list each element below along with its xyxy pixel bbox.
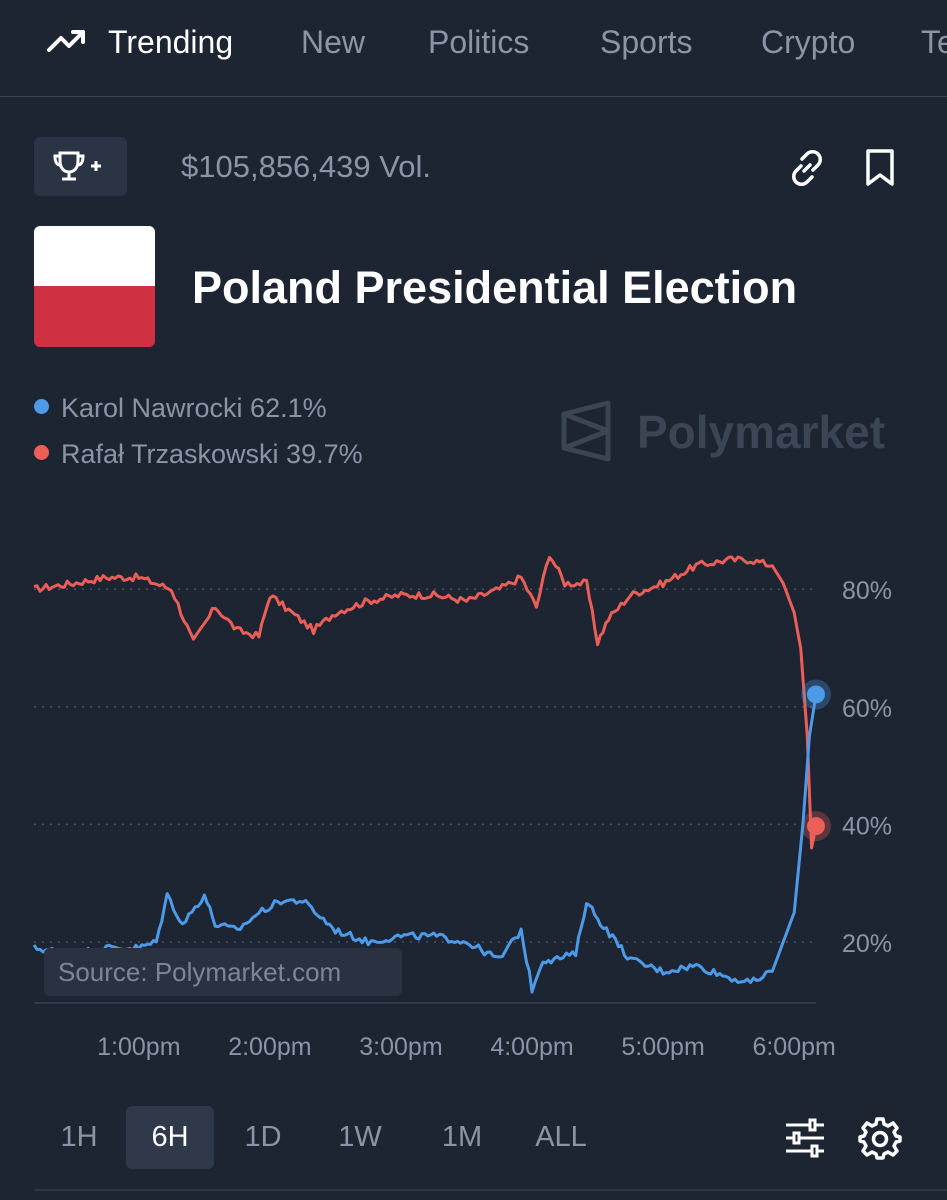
range-all-button[interactable]: ALL xyxy=(535,1121,587,1153)
range-1h-button[interactable]: 1H xyxy=(60,1121,98,1153)
y-tick-label: 80% xyxy=(842,577,892,605)
trophy-button[interactable] xyxy=(34,137,127,196)
legend-item-nawrocki: Karol Nawrocki 62.1% xyxy=(34,391,327,425)
y-tick-label: 60% xyxy=(842,695,892,723)
volume-text: $105,856,439 Vol. xyxy=(181,149,431,184)
range-1w-button[interactable]: 1W xyxy=(338,1121,382,1153)
x-tick-label: 2:00pm xyxy=(228,1033,311,1060)
nav-tab-trending[interactable]: Trending xyxy=(108,24,234,60)
x-tick-label: 3:00pm xyxy=(359,1033,442,1060)
trophy-plus-icon xyxy=(53,151,101,181)
price-chart[interactable]: 20% 40% 60% 80% 1:00pm 2:00pm 3:00pm 4:00pm 5:00… xyxy=(0,500,947,1060)
legend-dot xyxy=(34,399,49,414)
legend-label: Rafał Trzaskowski 39.7% xyxy=(61,439,363,469)
x-tick-label: 4:00pm xyxy=(490,1033,573,1060)
nav-tab-politics[interactable]: Politics xyxy=(428,24,530,60)
x-tick-label: 5:00pm xyxy=(621,1033,704,1060)
nav-tab-tech[interactable]: Te xyxy=(921,24,947,60)
category-nav: Trending New Politics Sports Crypto Te xyxy=(0,0,947,97)
x-tick-label: 6:00pm xyxy=(752,1033,835,1060)
market-title: Poland Presidential Election xyxy=(192,262,798,313)
sliders-icon[interactable] xyxy=(784,1118,826,1158)
range-1m-button[interactable]: 1M xyxy=(441,1121,483,1153)
polymarket-watermark: Polymarket xyxy=(637,406,886,458)
series-end-marker xyxy=(807,685,825,704)
nav-tab-crypto[interactable]: Crypto xyxy=(761,24,856,60)
nav-tab-new[interactable]: New xyxy=(301,24,366,60)
legend-item-trzaskowski: Rafał Trzaskowski 39.7% xyxy=(34,437,363,471)
range-1d-button[interactable]: 1D xyxy=(244,1121,282,1153)
range-6h-button[interactable]: 6H xyxy=(126,1106,214,1169)
gear-icon[interactable] xyxy=(858,1116,902,1160)
source-box xyxy=(44,948,402,996)
polymarket-logo-icon xyxy=(561,400,611,462)
source-text: Source: Polymarket.com xyxy=(58,957,342,987)
nav-tab-sports[interactable]: Sports xyxy=(600,24,693,60)
y-tick-label: 20% xyxy=(842,930,892,958)
legend-dot xyxy=(34,445,49,460)
x-tick-label: 1:00pm xyxy=(97,1033,180,1060)
y-tick-label: 40% xyxy=(842,812,892,840)
series-end-marker xyxy=(807,817,825,836)
legend-label: Karol Nawrocki 62.1% xyxy=(61,393,327,423)
series-line xyxy=(33,555,818,850)
series-line xyxy=(32,694,818,994)
poland-flag-image xyxy=(34,226,155,347)
bookmark-icon[interactable] xyxy=(864,148,896,188)
trending-up-icon xyxy=(47,30,85,52)
divider xyxy=(34,1189,947,1191)
link-icon[interactable] xyxy=(787,148,827,188)
